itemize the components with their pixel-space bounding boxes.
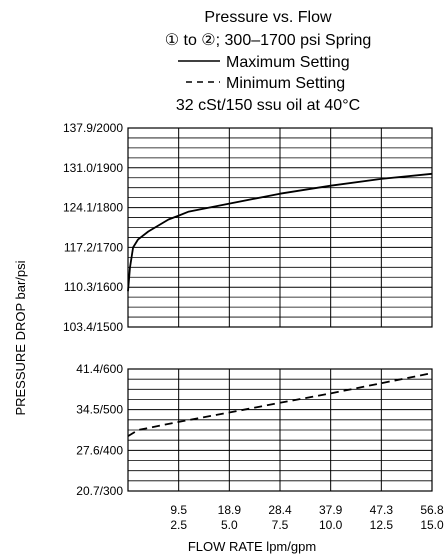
y-tick-label: 137.9/2000 [63,121,123,135]
series-layer [127,172,433,437]
upper-panel: 137.9/2000 131.0/1900 124.1/1800 117.2/1700… [63,121,433,334]
x-axis-label: FLOW RATE lpm/gpm [188,539,316,554]
x-tick-label-gpm: 5.0 [221,518,238,532]
x-tick-label-lpm: 9.5 [170,503,187,517]
series-line-minimum-setting [127,372,433,437]
x-tick-label-gpm: 7.5 [272,518,289,532]
legend-max-label: Maximum Setting [226,54,350,71]
x-tick-label-lpm: 47.3 [370,503,394,517]
y-tick-label: 41.4/600 [76,362,123,376]
chart-subtitle: ① to ②; 300–1700 psi Spring [165,32,372,49]
y-tick-label: 27.6/400 [76,443,123,457]
chart-oil-note: 32 cSt/150 ssu oil at 40°C [176,97,360,114]
lower-panel: 41.4/600 34.5/500 27.6/400 20.7/300 [76,362,433,498]
y-tick-label: 131.0/1900 [63,161,123,175]
y-tick-label: 103.4/1500 [63,320,123,334]
x-tick-label-lpm: 56.8 [420,503,444,517]
y-axis-label: PRESSURE DROP bar/psi [13,260,28,415]
panel-frame [127,127,433,328]
panel-frame [127,368,433,492]
x-tick-label-gpm: 2.5 [170,518,187,532]
x-tick-label-gpm: 12.5 [370,518,394,532]
x-tick-label-gpm: 15.0 [420,518,444,532]
x-tick-label-lpm: 28.4 [268,503,292,517]
legend-min-label: Minimum Setting [226,75,345,92]
y-tick-label: 124.1/1800 [63,201,123,215]
y-tick-label: 110.3/1600 [64,280,123,294]
y-tick-label: 34.5/500 [76,403,123,417]
x-tick-label-lpm: 37.9 [319,503,343,517]
series-line-maximum-setting [127,172,433,292]
chart-title: Pressure vs. Flow [204,9,332,26]
y-tick-label: 117.2/1700 [64,240,123,254]
y-tick-label: 20.7/300 [76,484,123,498]
x-tick-label-lpm: 18.9 [218,503,242,517]
x-tick-label-gpm: 10.0 [319,518,343,532]
x-tick-labels: 9.52.5 18.95.0 28.47.5 37.910.0 47.312.5 56.8… [170,503,444,532]
